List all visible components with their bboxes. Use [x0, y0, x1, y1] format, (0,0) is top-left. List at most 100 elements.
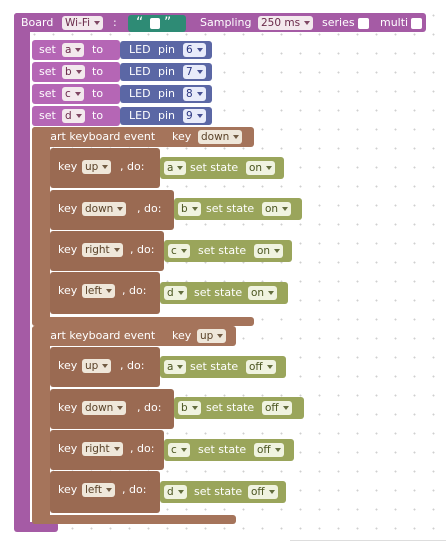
event-type-dropdown[interactable]: down: [198, 130, 243, 144]
set-state-block-b-off[interactable]: b set state off: [174, 397, 304, 419]
led-label: LED: [129, 43, 151, 56]
variable-dropdown[interactable]: c: [168, 443, 190, 457]
set-state-block-c-off[interactable]: c set state off: [164, 439, 294, 461]
key-dropdown[interactable]: left: [82, 483, 116, 497]
text-value-block[interactable]: “ ”: [128, 15, 186, 32]
board-block-footer: [14, 522, 58, 532]
set-block-b[interactable]: set b to: [32, 62, 120, 82]
board-block-spine: [14, 13, 30, 530]
board-block[interactable]: [14, 13, 426, 32]
pin-dropdown[interactable]: 7: [183, 65, 206, 79]
text-input-field[interactable]: [150, 18, 160, 29]
quote-open-icon: “: [136, 15, 144, 31]
workspace-scroll-edge: [290, 540, 446, 541]
do-label: , do:: [130, 442, 155, 455]
board-colon: :: [113, 16, 117, 29]
do-label: , do:: [122, 284, 147, 297]
to-label: to: [92, 87, 104, 100]
set-state-block-a-off[interactable]: a set state off: [160, 356, 286, 378]
key-dropdown[interactable]: up: [82, 359, 112, 373]
led-pin-block-b[interactable]: LED pin 7: [120, 63, 212, 81]
key-dropdown[interactable]: right: [82, 243, 123, 257]
event-key-label: key: [172, 130, 192, 143]
pin-dropdown[interactable]: 8: [183, 87, 206, 101]
set-block-d[interactable]: set d to: [32, 106, 120, 126]
multi-checkbox[interactable]: [411, 18, 422, 29]
state-dropdown[interactable]: on: [262, 202, 292, 216]
set-state-block-b-on[interactable]: b set state on: [174, 198, 302, 220]
variable-dropdown[interactable]: b: [178, 401, 201, 415]
key-label: key: [58, 243, 78, 256]
key-dropdown[interactable]: down: [82, 401, 127, 415]
key-handler-right[interactable]: key right , do:: [50, 231, 164, 271]
set-state-label: set state: [198, 244, 247, 257]
set-state-block-c-on[interactable]: c set state on: [164, 240, 292, 262]
state-dropdown[interactable]: off: [246, 360, 276, 374]
variable-dropdown[interactable]: d: [164, 485, 187, 499]
event-title: Start keyboard event: [39, 329, 156, 342]
variable-dropdown[interactable]: d: [164, 286, 187, 300]
state-dropdown[interactable]: off: [262, 401, 292, 415]
set-label: set: [39, 87, 56, 100]
variable-dropdown[interactable]: c: [62, 87, 84, 101]
key-label: key: [58, 442, 78, 455]
led-pin-block-a[interactable]: LED pin 6: [120, 41, 212, 59]
set-block-c[interactable]: set c to: [32, 84, 120, 104]
to-label: to: [92, 43, 104, 56]
state-dropdown[interactable]: on: [248, 286, 278, 300]
set-state-label: set state: [206, 202, 255, 215]
state-dropdown[interactable]: off: [248, 485, 278, 499]
key-handler-right[interactable]: key right , do:: [50, 430, 164, 470]
state-dropdown[interactable]: off: [254, 443, 284, 457]
series-checkbox[interactable]: [358, 18, 369, 29]
key-handler-down[interactable]: key down , do:: [50, 190, 174, 230]
do-label: , do:: [120, 160, 145, 173]
variable-dropdown[interactable]: b: [178, 202, 201, 216]
series-label: series: [322, 16, 355, 29]
set-state-block-d-off[interactable]: d set state off: [160, 481, 286, 503]
set-label: set: [39, 109, 56, 122]
key-dropdown[interactable]: up: [82, 160, 112, 174]
variable-dropdown[interactable]: a: [62, 43, 85, 57]
board-type-dropdown[interactable]: Wi-Fi: [62, 16, 104, 30]
pin-dropdown[interactable]: 6: [183, 43, 206, 57]
multi-label: multi: [380, 16, 409, 29]
key-dropdown[interactable]: right: [82, 442, 123, 456]
set-state-label: set state: [206, 401, 255, 414]
set-state-block-d-on[interactable]: d set state on: [160, 282, 288, 304]
set-block-a[interactable]: set a to: [32, 40, 120, 60]
keyboard-event-spine: [32, 326, 50, 524]
pin-dropdown[interactable]: 9: [183, 109, 206, 123]
variable-dropdown[interactable]: d: [62, 109, 85, 123]
board-label: Board: [21, 16, 54, 29]
key-dropdown[interactable]: down: [82, 202, 127, 216]
state-dropdown[interactable]: on: [254, 244, 284, 258]
pin-label: pin: [158, 109, 176, 122]
key-handler-up[interactable]: key up , do:: [50, 347, 160, 387]
key-handler-down[interactable]: key down , do:: [50, 389, 174, 429]
key-dropdown[interactable]: left: [82, 284, 116, 298]
event-type-dropdown[interactable]: up: [197, 329, 227, 343]
set-state-block-a-on[interactable]: a set state on: [160, 157, 284, 179]
variable-dropdown[interactable]: a: [164, 161, 187, 175]
do-label: , do:: [130, 243, 155, 256]
event-title: Start keyboard event: [39, 130, 156, 143]
state-dropdown[interactable]: on: [246, 161, 276, 175]
keyboard-event-block-down[interactable]: Start keyboard event key down: [32, 127, 254, 147]
set-state-label: set state: [194, 286, 243, 299]
set-state-label: set state: [190, 360, 239, 373]
keyboard-event-spine: [32, 127, 50, 325]
variable-dropdown[interactable]: b: [62, 65, 85, 79]
keyboard-event-block-up[interactable]: Start keyboard event key up: [32, 326, 236, 346]
variable-dropdown[interactable]: c: [168, 244, 190, 258]
key-handler-left[interactable]: key left , do:: [50, 272, 160, 314]
key-handler-up[interactable]: key up , do:: [50, 148, 160, 188]
led-pin-block-c[interactable]: LED pin 8: [120, 85, 212, 103]
variable-dropdown[interactable]: a: [164, 360, 187, 374]
sampling-dropdown[interactable]: 250 ms: [258, 16, 314, 30]
sampling-label: Sampling: [200, 16, 252, 29]
led-pin-block-d[interactable]: LED pin 9: [120, 107, 212, 125]
key-label: key: [58, 483, 78, 496]
key-handler-left[interactable]: key left , do:: [50, 471, 160, 513]
